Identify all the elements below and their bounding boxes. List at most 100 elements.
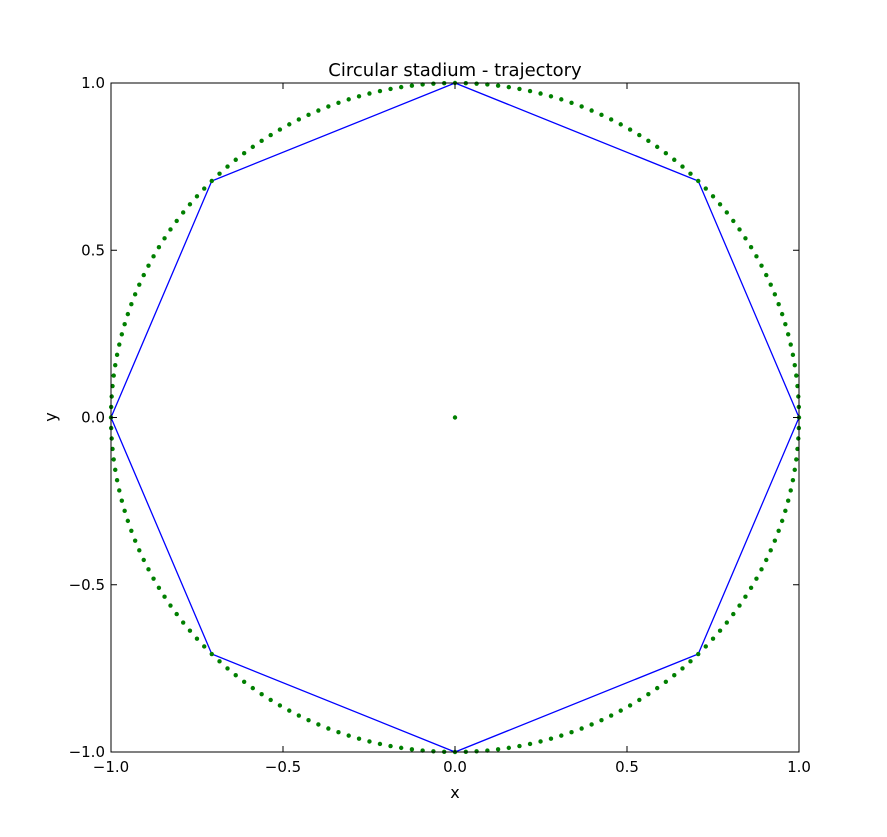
boundary-point — [277, 127, 283, 132]
boundary-point — [117, 488, 122, 493]
boundary-point — [538, 739, 543, 744]
boundary-point — [768, 282, 773, 287]
boundary-point — [790, 352, 796, 358]
axis-ticks: −1.0 −0.5 0.0 0.5 1.0 −1.0 −0.5 0.0 0.5 1.0 — [69, 74, 811, 776]
boundary-point — [233, 157, 238, 162]
boundary-point — [627, 127, 633, 132]
boundary-point — [703, 644, 708, 649]
x-tick-label: 0.0 — [443, 758, 467, 776]
boundary-point — [788, 342, 793, 347]
boundary-point — [599, 112, 604, 118]
boundary-point — [250, 144, 255, 150]
boundary-point — [146, 263, 151, 268]
boundary-point — [409, 83, 415, 88]
boundary-point — [599, 717, 604, 723]
boundary-point — [724, 210, 730, 215]
boundary-point — [579, 104, 584, 109]
boundary-point — [696, 178, 701, 184]
boundary-point — [779, 311, 785, 317]
boundary-point — [122, 508, 127, 514]
boundary-point — [538, 91, 543, 96]
boundary-point — [117, 342, 122, 347]
boundary-point — [119, 498, 125, 503]
boundary-point — [241, 679, 247, 685]
boundary-point — [663, 679, 669, 685]
boundary-point — [316, 108, 321, 113]
boundary-point — [122, 321, 127, 327]
boundary-point — [759, 567, 764, 572]
boundary-point — [754, 254, 759, 259]
boundary-point — [125, 311, 131, 317]
boundary-point — [268, 132, 273, 138]
boundary-point — [474, 81, 479, 86]
boundary-point — [202, 644, 207, 649]
boundary-point — [125, 518, 131, 524]
boundary-point — [296, 713, 302, 718]
boundary-point — [548, 94, 554, 99]
boundary-point — [646, 691, 651, 697]
boundary-point — [336, 100, 341, 105]
boundary-point — [785, 498, 791, 503]
boundary-point — [790, 477, 796, 483]
boundary-point — [506, 745, 512, 751]
boundary-point — [772, 538, 778, 543]
boundary-point — [367, 739, 372, 744]
x-tick-label: −1.0 — [93, 758, 129, 776]
boundary-point — [527, 741, 533, 747]
boundary-point — [559, 733, 564, 738]
boundary-point — [776, 528, 781, 534]
boundary-point — [655, 144, 660, 150]
boundary-point — [737, 603, 742, 608]
boundary-point — [517, 86, 522, 92]
boundary-point — [367, 91, 372, 96]
boundary-point — [268, 697, 273, 703]
boundary-point — [569, 730, 574, 735]
boundary-point — [180, 620, 186, 625]
boundary-point — [241, 150, 247, 156]
boundary-point — [710, 636, 716, 641]
plot-area — [108, 80, 802, 755]
boundary-point — [180, 210, 186, 215]
boundary-point — [187, 202, 193, 207]
boundary-point — [589, 108, 594, 113]
y-axis-label: y — [41, 412, 60, 421]
boundary-point — [151, 254, 156, 259]
boundary-point — [792, 362, 797, 368]
boundary-point — [688, 659, 693, 664]
x-tick-label: 1.0 — [787, 758, 811, 776]
boundary-point — [162, 236, 167, 241]
boundary-point — [398, 745, 404, 751]
boundary-point — [768, 548, 773, 553]
boundary-point — [495, 83, 501, 88]
boundary-point — [776, 301, 781, 307]
boundary-point — [137, 548, 142, 553]
boundary-point — [137, 282, 142, 287]
boundary-point — [608, 117, 614, 122]
center-point — [452, 415, 458, 420]
boundary-point — [209, 651, 214, 657]
y-tick-label: 0.5 — [81, 241, 105, 259]
boundary-point — [672, 673, 677, 678]
boundary-point — [250, 685, 255, 691]
y-tick-label: −1.0 — [69, 743, 105, 761]
y-tick-label: −0.5 — [69, 576, 105, 594]
boundary-point — [388, 86, 393, 92]
boundary-point — [187, 628, 193, 633]
boundary-point — [174, 611, 179, 617]
boundary-point — [287, 122, 292, 127]
boundary-point — [783, 508, 788, 514]
boundary-point — [168, 227, 173, 232]
boundary-point — [646, 138, 651, 144]
boundary-point — [156, 585, 162, 590]
boundary-point — [796, 394, 801, 399]
boundary-point — [168, 603, 173, 608]
boundary-point — [388, 743, 393, 749]
boundary-point — [743, 594, 748, 599]
boundary-point — [174, 218, 179, 224]
boundary-point — [336, 730, 341, 735]
boundary-point — [306, 717, 311, 723]
boundary-point — [225, 666, 230, 671]
boundary-point — [517, 743, 522, 749]
boundary-point — [794, 373, 799, 378]
